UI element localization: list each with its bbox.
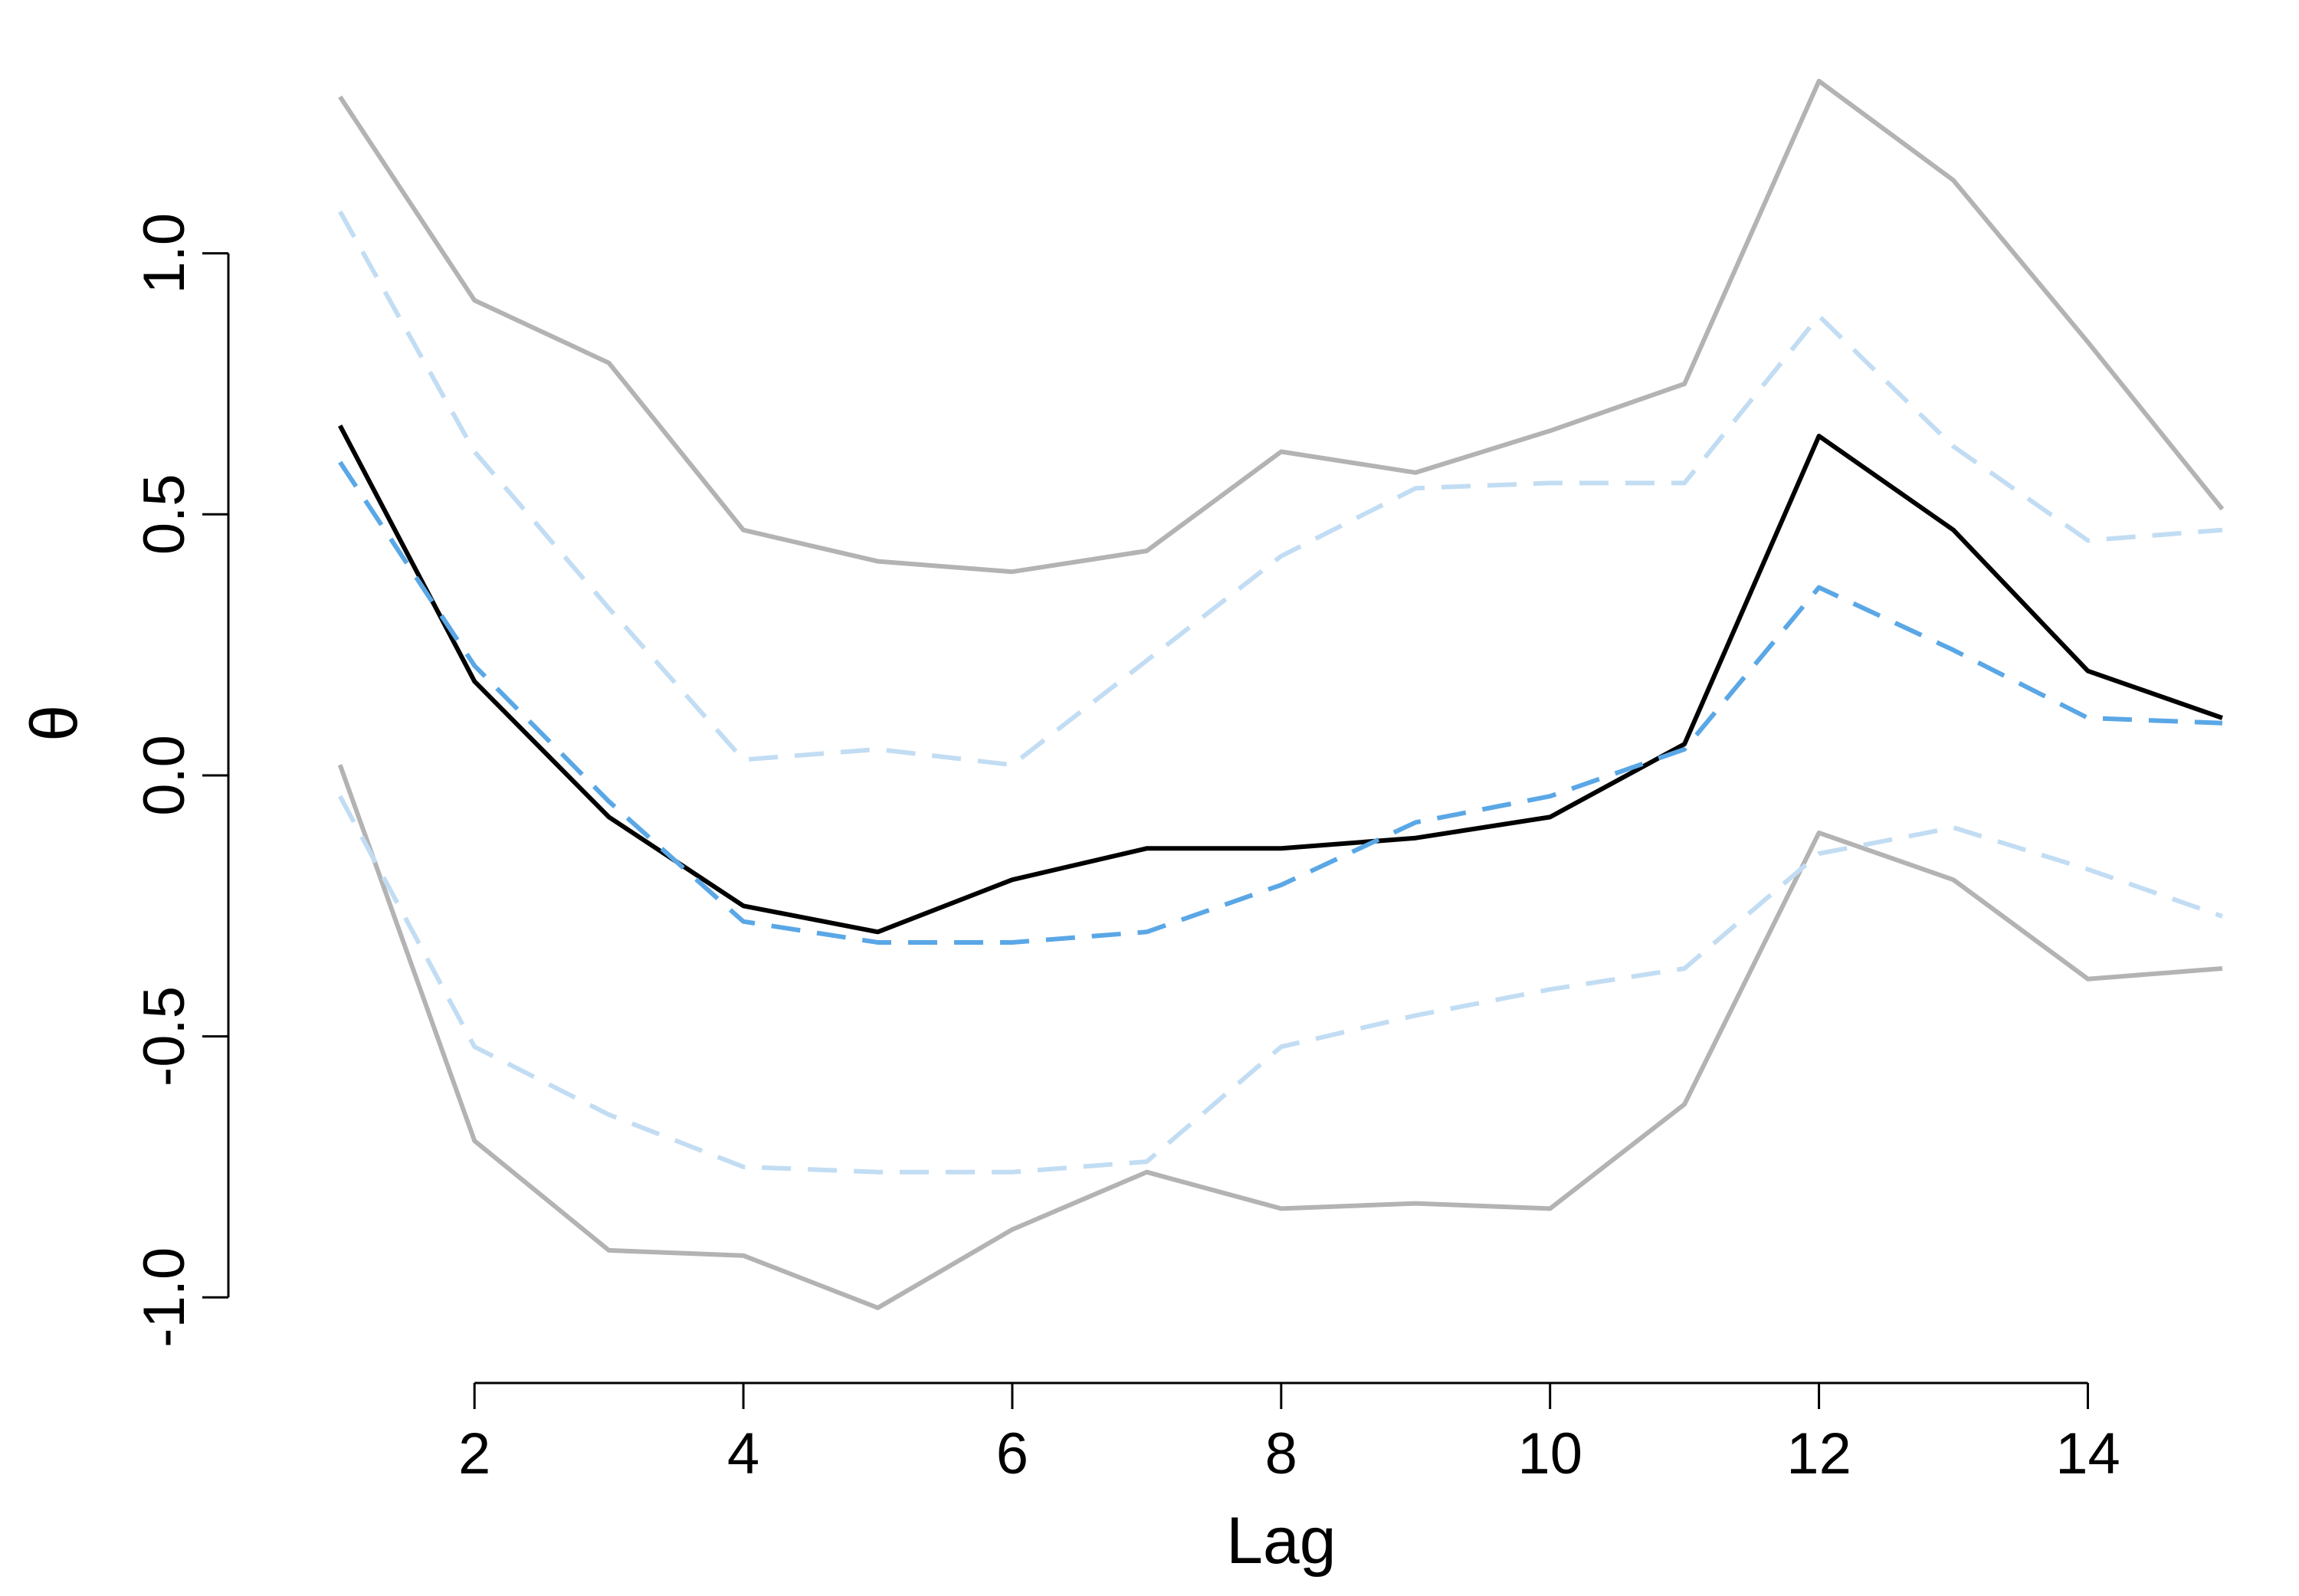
y-tick-label: -1.0	[132, 1247, 197, 1348]
series-line-2	[337, 764, 2223, 1310]
x-tick-label: 6	[996, 1421, 1028, 1486]
y-axis-title: θ	[18, 705, 91, 742]
series-line-1	[338, 78, 2225, 575]
x-tick-label: 8	[1265, 1421, 1297, 1486]
y-tick-label: 0.5	[132, 474, 197, 555]
y-tick-label: -0.5	[132, 986, 197, 1086]
x-axis: 2 4 6 8 10 12 14	[458, 1381, 2120, 1486]
x-tick-label: 2	[458, 1421, 490, 1486]
x-axis-title: Lag	[1226, 1504, 1336, 1578]
y-tick-label: 1.0	[132, 213, 197, 294]
series-line-5	[338, 424, 2223, 935]
x-tick-label: 14	[2055, 1421, 2120, 1486]
y-tick-label: 0.0	[132, 735, 197, 816]
series-line-4	[338, 795, 2223, 1175]
x-tick-label: 10	[1517, 1421, 1582, 1486]
y-axis: -1.0 -0.5 0.0 0.5 1.0	[132, 213, 230, 1348]
series-layer	[337, 78, 2225, 1310]
series-line-6	[338, 460, 2223, 945]
series-line-3	[338, 210, 2223, 768]
x-tick-label: 4	[727, 1421, 759, 1486]
x-tick-label: 12	[1786, 1421, 1851, 1486]
